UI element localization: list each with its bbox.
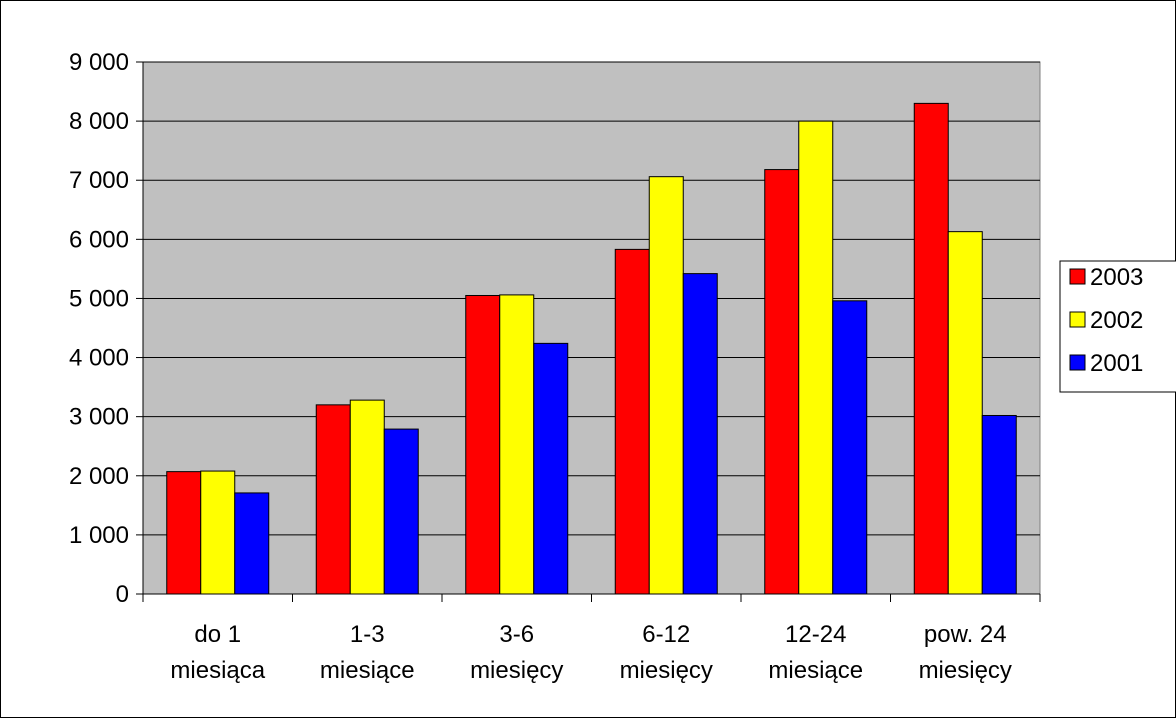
bars — [166, 102, 1017, 595]
bar-2001-3 — [682, 273, 718, 595]
bar-2001-5 — [981, 414, 1017, 595]
legend-swatch-2002 — [1069, 311, 1086, 328]
bar-2002-4 — [798, 120, 834, 595]
bar-2003-2 — [465, 294, 501, 595]
bar-2002-0 — [200, 470, 236, 595]
x-tick-label: miesiące — [320, 657, 415, 684]
bar-2002-5 — [947, 231, 983, 595]
legend-swatch-2003 — [1069, 268, 1086, 285]
y-tick-label: 5 000 — [69, 285, 129, 312]
y-tick-label: 7 000 — [69, 167, 129, 194]
y-tick-label: 8 000 — [69, 108, 129, 135]
bar-2002-2 — [499, 294, 535, 595]
y-tick-label: 1 000 — [69, 522, 129, 549]
plot-area — [142, 61, 1041, 595]
bar-2003-1 — [315, 404, 351, 595]
bar-2001-1 — [383, 428, 419, 595]
x-tick-label: miesiące — [768, 657, 863, 684]
x-tick-label: 6-12 — [642, 621, 690, 648]
y-tick-label: 6 000 — [69, 226, 129, 253]
y-tick-label: 9 000 — [69, 49, 129, 76]
bar-2001-2 — [533, 342, 569, 595]
x-tick-label: 3-6 — [499, 621, 534, 648]
legend-label-2003: 2003 — [1090, 264, 1143, 291]
bar-2003-3 — [614, 248, 650, 595]
y-axis-tick-labels: 0 1 000 2 000 3 000 4 000 5 000 6 000 7 000 8 00… — [69, 49, 129, 608]
legend: 2003 2002 2001 — [1059, 260, 1176, 393]
axes — [136, 61, 1041, 602]
x-tick-label: pow. 24 — [924, 621, 1007, 648]
gridlines — [143, 61, 1040, 536]
x-tick-label: 1-3 — [350, 621, 385, 648]
bar-2001-4 — [832, 300, 868, 595]
x-tick-label: miesięcy — [620, 657, 713, 684]
y-tick-label: 2 000 — [69, 463, 129, 490]
legend-swatch-2001 — [1069, 354, 1086, 371]
y-tick-label: 4 000 — [69, 345, 129, 372]
x-tick-label: do 1 — [194, 621, 241, 648]
bar-2003-4 — [764, 169, 800, 595]
bar-2001-0 — [234, 492, 270, 595]
bar-2003-0 — [166, 471, 202, 595]
x-tick-label: miesięcy — [470, 657, 563, 684]
y-tick-label: 3 000 — [69, 404, 129, 431]
bar-2002-3 — [648, 176, 684, 595]
bar-2002-1 — [349, 399, 385, 595]
legend-label-2001: 2001 — [1090, 350, 1143, 377]
x-tick-label: miesiąca — [170, 657, 265, 684]
bar-2003-5 — [913, 102, 949, 595]
legend-label-2002: 2002 — [1090, 307, 1143, 334]
y-tick-label: 0 — [116, 581, 129, 608]
x-tick-label: 12-24 — [785, 621, 846, 648]
x-axis-tick-labels: do 1 miesiąca 1-3 miesiące 3-6 miesięcy 6-12 mi… — [170, 621, 1012, 684]
x-tick-label: miesięcy — [919, 657, 1012, 684]
